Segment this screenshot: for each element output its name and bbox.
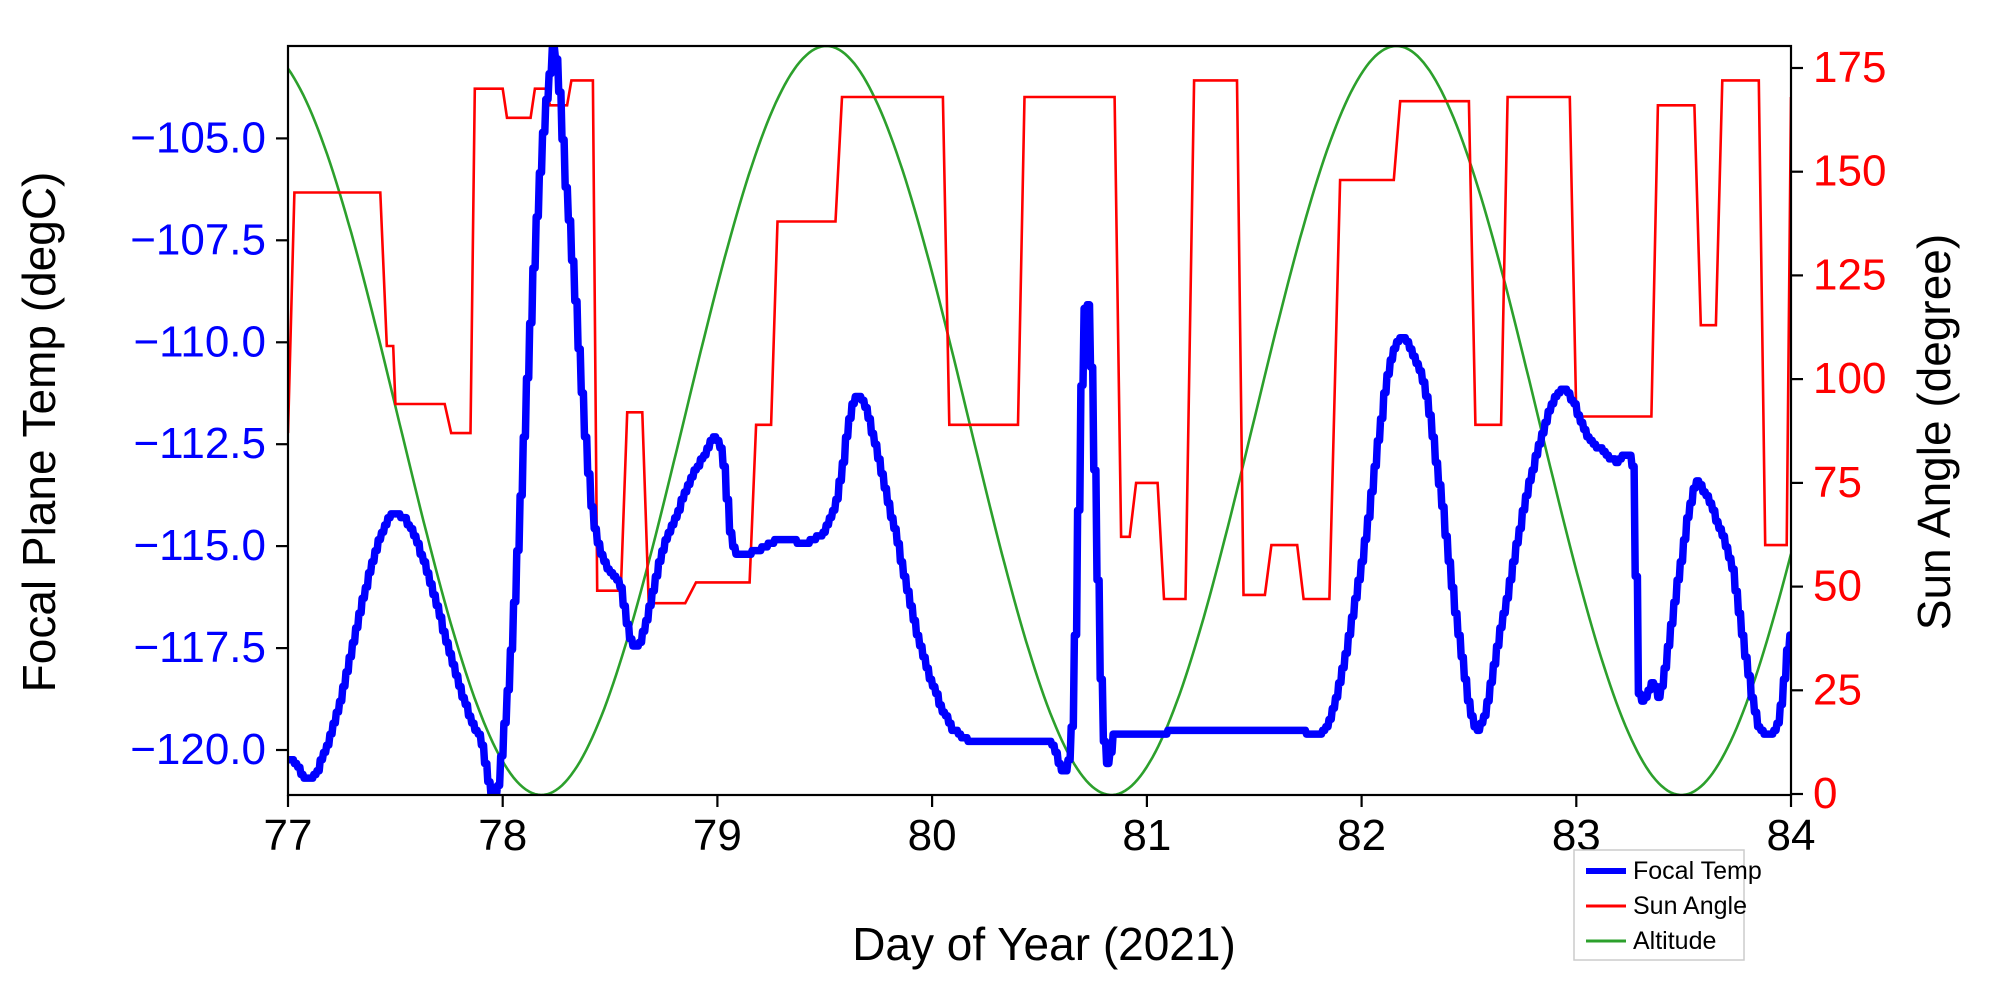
svg-text:Sun Angle (degree): Sun Angle (degree) [1908,234,1960,630]
svg-text:Altitude: Altitude [1633,927,1716,955]
svg-text:−110.0: −110.0 [133,317,266,366]
svg-text:75: 75 [1813,458,1862,507]
svg-text:−120.0: −120.0 [130,725,266,774]
svg-text:−105.0: −105.0 [130,113,266,162]
svg-text:77: 77 [264,811,313,860]
svg-text:Day of Year (2021): Day of Year (2021) [852,918,1236,970]
svg-text:−117.5: −117.5 [133,623,266,672]
svg-text:−107.5: −107.5 [130,215,266,264]
svg-text:−115.0: −115.0 [133,521,266,570]
svg-text:84: 84 [1767,811,1816,860]
svg-text:100: 100 [1813,354,1886,403]
svg-text:81: 81 [1122,811,1171,860]
svg-text:82: 82 [1337,811,1386,860]
svg-text:0: 0 [1813,769,1837,818]
svg-text:−112.5: −112.5 [133,419,266,468]
svg-text:50: 50 [1813,562,1862,611]
svg-text:175: 175 [1813,43,1886,92]
svg-text:78: 78 [478,811,527,860]
svg-text:150: 150 [1813,147,1886,196]
svg-text:79: 79 [693,811,742,860]
svg-text:25: 25 [1813,665,1862,714]
svg-text:Sun Angle: Sun Angle [1633,892,1747,920]
svg-text:80: 80 [908,811,957,860]
svg-text:Focal Temp: Focal Temp [1633,857,1762,885]
svg-text:125: 125 [1813,250,1886,299]
svg-text:Focal Plane Temp (degC): Focal Plane Temp (degC) [13,172,65,693]
